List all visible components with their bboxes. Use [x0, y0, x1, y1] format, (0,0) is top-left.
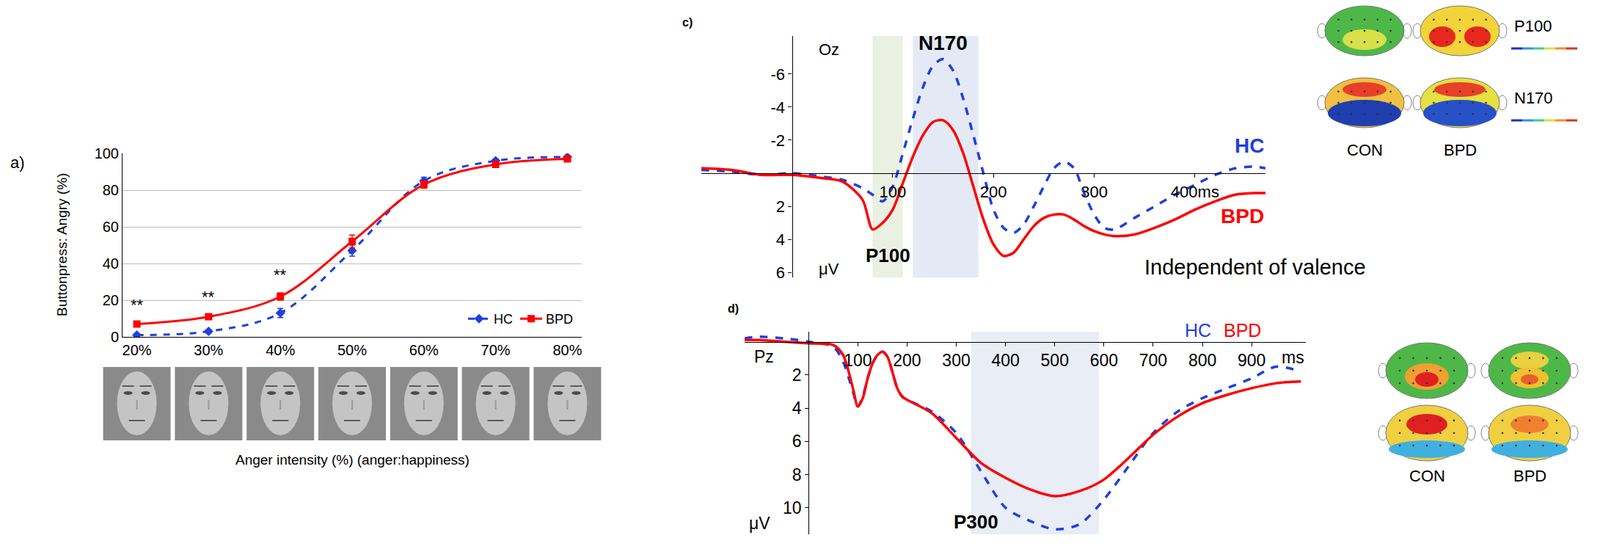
svg-text:BPD: BPD [1513, 466, 1547, 485]
svg-text:800: 800 [1188, 350, 1217, 370]
svg-text:**: ** [273, 265, 287, 284]
svg-text:**: ** [130, 295, 144, 314]
svg-text:Anger intensity (%) (anger:hap: Anger intensity (%) (anger:happiness) [235, 451, 470, 468]
svg-text:N170: N170 [918, 31, 968, 55]
svg-text:Oz: Oz [818, 40, 840, 59]
svg-text:80%: 80% [552, 341, 582, 359]
svg-text:P100: P100 [865, 244, 911, 267]
svg-text:Buttonpress: Angry (%): Buttonpress: Angry (%) [54, 173, 70, 317]
svg-text:400ms: 400ms [1170, 182, 1220, 202]
svg-text:100: 100 [94, 145, 119, 162]
svg-text:80: 80 [102, 181, 119, 199]
svg-text:8: 8 [792, 465, 802, 485]
svg-text:μV: μV [749, 513, 771, 533]
svg-text:10: 10 [782, 498, 802, 518]
svg-text:20%: 20% [122, 341, 152, 359]
svg-text:700: 700 [1139, 350, 1168, 370]
svg-text:CON: CON [1409, 466, 1446, 485]
svg-text:BPD: BPD [1220, 204, 1265, 228]
svg-text:N170: N170 [1514, 88, 1554, 108]
svg-text:-4: -4 [771, 98, 786, 117]
svg-text:ms: ms [1281, 347, 1305, 367]
svg-text:c): c) [682, 16, 693, 29]
svg-text:600: 600 [1090, 350, 1119, 370]
svg-text:2: 2 [776, 197, 785, 216]
svg-text:-2: -2 [771, 131, 786, 150]
svg-text:CON: CON [1346, 140, 1383, 160]
svg-text:6: 6 [792, 431, 802, 451]
svg-text:BPD: BPD [1443, 140, 1477, 160]
svg-text:300: 300 [1080, 182, 1108, 202]
svg-text:Independent of valence: Independent of valence [1144, 255, 1366, 279]
svg-text:100: 100 [879, 182, 907, 202]
svg-text:500: 500 [1040, 350, 1069, 370]
svg-text:200: 200 [892, 350, 921, 370]
svg-text:200: 200 [980, 182, 1008, 202]
svg-text:30%: 30% [193, 341, 224, 359]
svg-text:40: 40 [102, 255, 119, 272]
svg-text:40%: 40% [265, 341, 295, 359]
svg-text:BPD: BPD [1223, 319, 1262, 341]
svg-text:a): a) [10, 153, 25, 172]
svg-text:BPD: BPD [545, 311, 573, 327]
svg-text:Pz: Pz [754, 346, 774, 367]
svg-text:6: 6 [776, 263, 785, 282]
svg-text:50%: 50% [337, 341, 367, 359]
svg-text:HC: HC [1184, 319, 1212, 341]
svg-text:60%: 60% [409, 341, 439, 359]
svg-text:4: 4 [776, 230, 785, 249]
svg-text:HC: HC [493, 311, 513, 327]
svg-text:**: ** [201, 287, 215, 306]
svg-text:4: 4 [792, 398, 802, 418]
svg-text:400: 400 [991, 350, 1019, 370]
svg-text:100: 100 [843, 350, 872, 370]
svg-text:300: 300 [941, 350, 970, 370]
svg-text:μV: μV [818, 259, 840, 279]
svg-text:HC: HC [1234, 134, 1265, 157]
svg-text:d): d) [727, 302, 739, 315]
svg-text:60: 60 [102, 218, 119, 235]
svg-text:70%: 70% [481, 341, 511, 359]
svg-text:-6: -6 [771, 65, 786, 84]
svg-text:20: 20 [102, 291, 119, 309]
svg-text:2: 2 [792, 365, 802, 385]
svg-text:900: 900 [1237, 350, 1266, 370]
svg-text:P300: P300 [953, 510, 999, 533]
svg-text:0: 0 [110, 328, 119, 345]
svg-text:P100: P100 [1514, 16, 1552, 36]
